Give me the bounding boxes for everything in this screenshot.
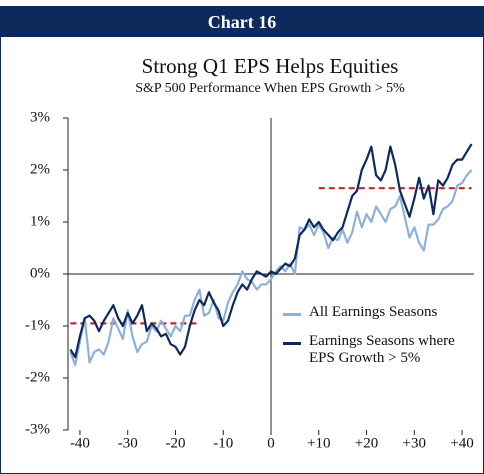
legend-label: All Earnings Seasons [309, 304, 438, 320]
series-line [69, 169, 473, 367]
x-tick-label: +20 [355, 435, 378, 451]
legend-entry: Earnings Seasons where EPS Growth > 5% [283, 333, 479, 367]
x-tick-label: -40 [70, 435, 90, 451]
x-tick-label: 0 [267, 435, 275, 451]
y-tick-label: 2% [30, 161, 50, 177]
y-tick-label: 3% [30, 109, 50, 125]
y-tick-label: -3% [25, 421, 50, 437]
y-tick-label: 0% [30, 265, 50, 281]
x-tick-label: +30 [403, 435, 426, 451]
chart-title: Strong Q1 EPS Helps Equities [142, 54, 399, 78]
x-tick-label: -10 [213, 435, 233, 451]
x-tick-label: -30 [118, 435, 138, 451]
x-tick-label: -20 [165, 435, 185, 451]
legend-label: Earnings Seasons where EPS Growth > 5% [309, 333, 455, 366]
chart-frame: Chart 16 [0, 6, 484, 474]
y-tick-label: -2% [25, 369, 50, 385]
y-tick-label: 1% [30, 213, 50, 229]
legend: All Earnings Seasons Earnings Seasons whe… [283, 304, 479, 379]
x-tick-label: +10 [307, 435, 330, 451]
legend-entry: All Earnings Seasons [283, 304, 479, 321]
y-tick-label: -1% [25, 317, 50, 333]
chart-subtitle: S&P 500 Performance When EPS Growth > 5% [135, 81, 405, 96]
legend-swatch [283, 342, 301, 345]
chart-header: Chart 16 [1, 7, 483, 37]
series-line [69, 143, 473, 359]
legend-swatch [283, 313, 301, 316]
x-tick-label: +40 [450, 435, 473, 451]
